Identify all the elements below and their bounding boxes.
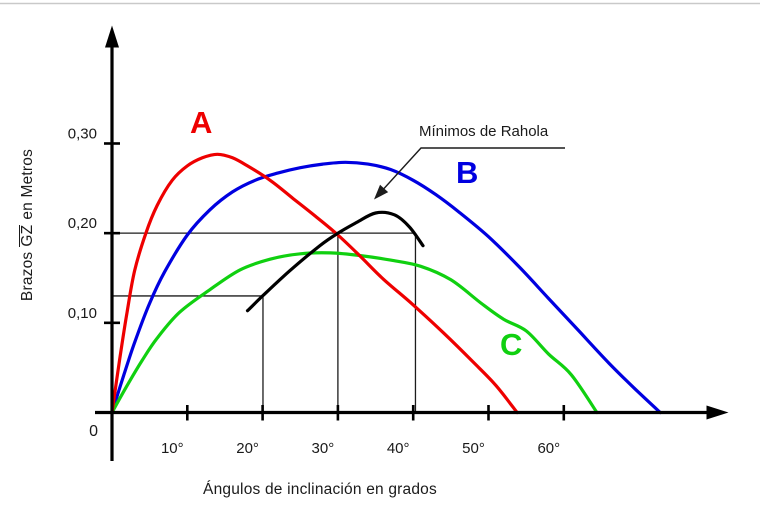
x-tick-label: 60° — [537, 440, 560, 457]
annotation-arrowhead — [374, 184, 389, 200]
origin-label: 0 — [89, 423, 98, 440]
curve-rahola-minimums — [245, 210, 425, 313]
y-axis-title-prefix: Brazos — [19, 251, 36, 302]
x-tick-label: 30° — [312, 440, 335, 457]
y-tick-label: 0,20 — [68, 215, 97, 232]
x-tick-label: 50° — [462, 440, 485, 457]
y-axis-title: Brazos GZ en Metros — [19, 115, 41, 335]
rahola-annotation-label: Mínimos de Rahola — [419, 123, 549, 140]
curve-a — [110, 152, 519, 415]
annotation-leader-line — [381, 147, 565, 192]
stability-curves — [110, 152, 662, 415]
curve-c — [110, 251, 599, 415]
curve-label-c: C — [500, 327, 523, 362]
y-axis-title-suffix: en Metros — [19, 148, 36, 220]
y-tick-label: 0,30 — [68, 125, 97, 142]
reference-lines — [112, 232, 417, 413]
y-tick-label: 0,10 — [68, 305, 97, 322]
axes — [95, 25, 729, 461]
curve-label-a: A — [190, 105, 213, 140]
y-axis-arrowhead — [105, 25, 119, 48]
x-axis-arrowhead — [706, 405, 729, 420]
x-axis-title: Ángulos de inclinación en grados — [203, 481, 437, 498]
x-tick-label: 20° — [236, 440, 259, 457]
curve-b — [110, 160, 662, 415]
rahola-annotation-leader — [374, 147, 565, 200]
x-tick-label: 40° — [387, 440, 410, 457]
curve-label-b: B — [456, 155, 479, 190]
axis-ticks: 10° 20° 30° 40° 50° 60° 0,10 0,20 0,30 0 — [68, 125, 566, 457]
gz-overline-text: GZ — [19, 224, 36, 247]
x-tick-label: 10° — [161, 440, 184, 457]
